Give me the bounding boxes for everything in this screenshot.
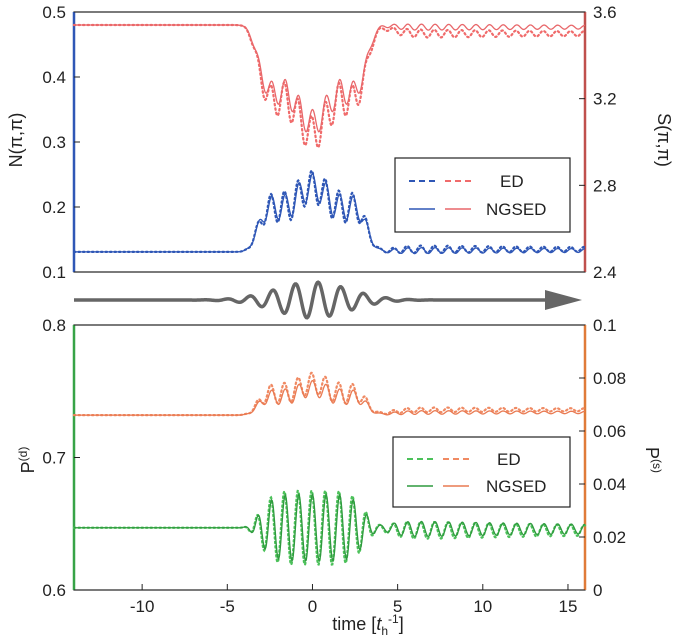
right-tick-label: 3.6 [593,3,617,22]
laser-pulse-arrow [74,280,582,320]
x-tick-label: -5 [220,597,235,616]
x-tick-label: 15 [559,597,578,616]
bottom-xlabel: time [th-1] [332,612,403,638]
bottom-x-ticks: -10 -5 0 5 10 15 [130,584,578,616]
bottom-panel: 0.6 0.7 0.8 0 0.02 0.04 0.06 0.08 0.1 -10 -5 0 5 10… [16,316,664,638]
bottom-left-ylabel: P(d) [16,447,38,474]
left-tick-label: 0.5 [42,3,66,22]
bottom-legend: ED NGSED [392,436,571,508]
top-legend-ed-label: ED [500,172,524,191]
x-tick-label: 5 [393,597,402,616]
bottom-right-ylabel: P(s) [642,447,664,473]
left-tick-label: 0.3 [42,133,66,152]
right-tick-label: 0.04 [593,475,626,494]
bottom-series [72,371,587,566]
top-left-ticks: 0.1 0.2 0.3 0.4 0.5 [42,3,80,282]
top-plot-frame [73,11,586,273]
series-ngsed-right [74,23,586,133]
right-tick-label: 2.8 [593,176,617,195]
top-legend: ED NGSED [394,157,571,233]
left-tick-label: 0.4 [42,68,66,87]
bottom-right-ticks: 0 0.02 0.04 0.06 0.08 0.1 [579,316,626,600]
left-tick-label: 0.7 [42,449,66,468]
x-tick-label: -10 [130,597,155,616]
bottom-legend-box [392,436,571,508]
series-ngsed-right [74,379,586,416]
top-series [72,23,587,255]
top-legend-box [394,157,571,233]
left-tick-label: 0.1 [42,263,66,282]
left-tick-label: 0.2 [42,198,66,217]
series-ed-right [72,23,587,150]
bottom-left-ticks: 0.6 0.7 0.8 [42,316,80,600]
x-tick-label: 0 [308,597,317,616]
bottom-legend-ed-label: ED [497,450,521,469]
right-tick-label: 0.1 [593,316,617,335]
right-tick-label: 3.2 [593,90,617,109]
top-left-ylabel: N(π,π) [6,113,26,168]
right-tick-label: 0.06 [593,422,626,441]
top-panel: 0.1 0.2 0.3 0.4 0.5 2.4 2.8 3.2 3.6 N(π,π) S(π,… [6,3,674,282]
left-tick-label: 0.8 [42,316,66,335]
left-tick-label: 0.6 [42,581,66,600]
top-legend-ngsed-label: NGSED [486,200,546,219]
right-tick-label: 0 [593,581,602,600]
pulse-arrowhead [545,290,582,310]
right-tick-label: 0.08 [593,369,626,388]
bottom-legend-ngsed-label: NGSED [486,477,546,496]
top-right-ticks: 2.4 2.8 3.2 3.6 [579,3,617,282]
top-right-ylabel: S(π,π) [654,113,674,167]
right-tick-label: 0.02 [593,528,626,547]
x-tick-label: 10 [473,597,492,616]
pulse-waveform [74,280,548,320]
right-tick-label: 2.4 [593,263,617,282]
series-ngsed-left [74,493,586,563]
series-ngsed-left [74,173,586,255]
